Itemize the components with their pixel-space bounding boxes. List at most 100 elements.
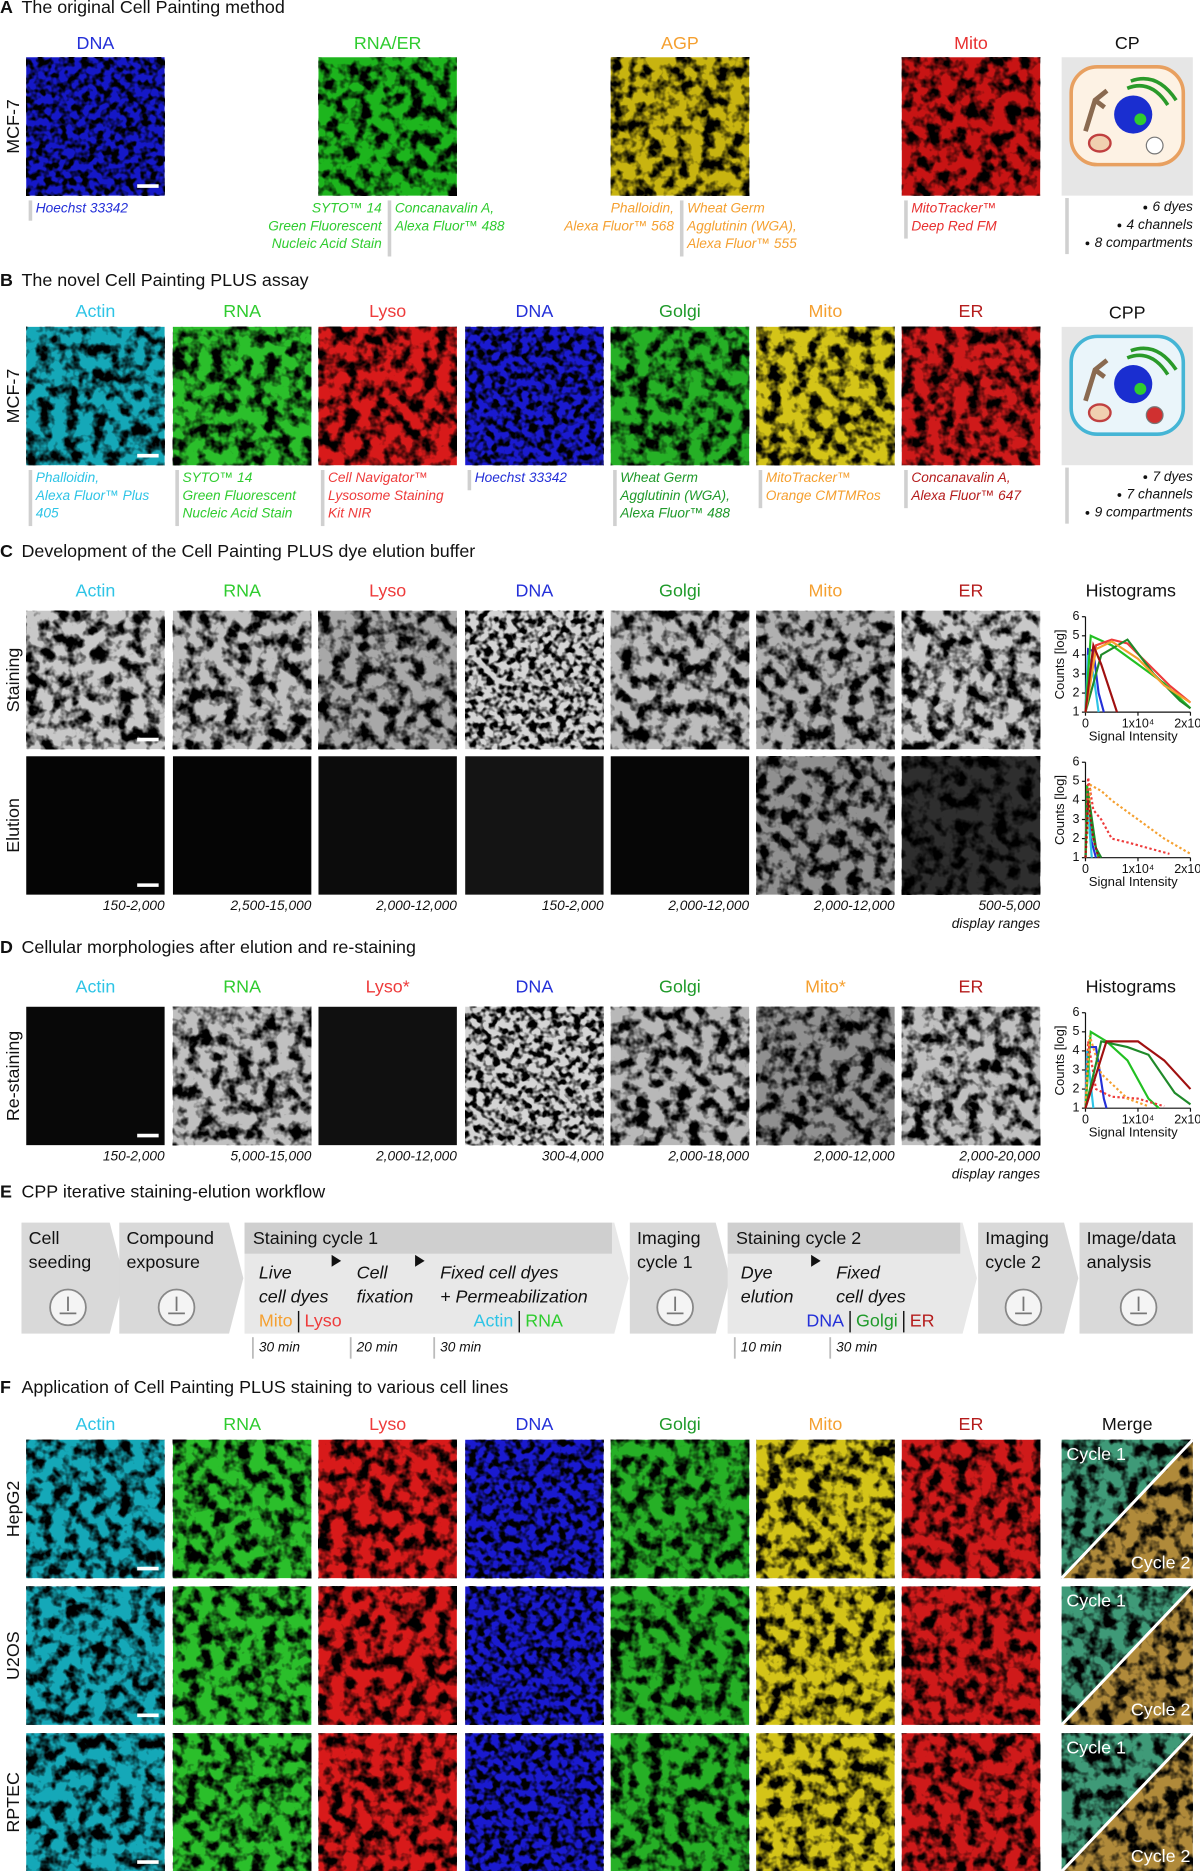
micrograph	[610, 756, 750, 895]
x-tick-label: 1x10⁴	[1122, 716, 1155, 730]
workflow-step	[119, 1222, 244, 1334]
channel-header: Actin	[76, 580, 116, 600]
micrograph-texture	[901, 756, 1041, 895]
caption-bar	[387, 200, 392, 257]
summary-bullet: 4 channels	[1127, 217, 1193, 232]
substep-label: Dye	[741, 1263, 773, 1283]
y-tick-label: 3	[1073, 812, 1080, 826]
step-label: cycle 2	[985, 1252, 1041, 1272]
step-label: analysis	[1087, 1252, 1152, 1272]
micrograph-texture	[901, 1733, 1041, 1871]
x-tick-label: 2x10⁴	[1174, 862, 1200, 876]
micrograph-texture	[756, 326, 895, 466]
dye-label: Alexa Fluor™ 568	[563, 218, 674, 233]
display-range: 150-2,000	[103, 1149, 165, 1164]
dye-label: Agglutinin (WGA),	[686, 218, 797, 233]
display-range: 300-4,000	[542, 1149, 604, 1164]
substep-label: elution	[741, 1287, 794, 1307]
histogram-line	[1084, 638, 1192, 713]
y-tick-label: 2	[1073, 685, 1080, 699]
dye-label: Concanavalin A,	[395, 200, 494, 215]
micrograph-texture	[318, 610, 457, 750]
x-axis-label: Signal Intensity	[1089, 729, 1178, 744]
y-tick-label: 4	[1073, 793, 1080, 807]
micrograph	[26, 1006, 165, 1146]
micrograph-texture	[610, 1586, 750, 1725]
summary-title: CP	[1115, 33, 1140, 53]
micrograph-texture	[610, 610, 750, 750]
display-range: 2,000-12,000	[813, 1149, 895, 1164]
substep-label: Fixed	[836, 1263, 881, 1283]
bullet	[1117, 493, 1122, 497]
dye-name: Mito	[259, 1310, 293, 1330]
dye-label: Green Fluorescent	[183, 488, 298, 503]
channel-header: DNA	[516, 1414, 554, 1434]
dye-label: Alexa Fluor™ 555	[686, 236, 797, 251]
dye-label: Kit NIR	[328, 506, 372, 521]
dye-name: ER	[910, 1310, 935, 1330]
mito	[1087, 403, 1112, 423]
caption-bar	[904, 200, 908, 239]
micrograph-texture	[901, 1439, 1041, 1579]
dye-name: RNA	[525, 1310, 563, 1330]
dye-label: Lysosome Staining	[328, 488, 444, 503]
merge-divider	[1060, 1585, 1194, 1726]
micrograph-texture	[318, 1733, 457, 1871]
row-label: Staining	[3, 648, 23, 713]
histogram-line	[1084, 1040, 1192, 1109]
step-title: Staining cycle 1	[253, 1228, 378, 1248]
y-tick-label: 6	[1073, 609, 1080, 623]
lyso	[1145, 406, 1164, 425]
y-tick-label: 3	[1073, 1062, 1080, 1076]
caption-bar	[904, 469, 908, 509]
micrograph-texture	[465, 1006, 604, 1146]
histogram-line	[1084, 1035, 1149, 1109]
micrograph-texture	[610, 1006, 750, 1146]
caption-bar	[320, 469, 325, 527]
micrograph-texture	[610, 57, 750, 196]
time-label: 30 min	[259, 1340, 300, 1355]
display-range-label: display ranges	[952, 916, 1041, 931]
step-label: seeding	[29, 1252, 92, 1272]
display-range: 150-2,000	[103, 898, 165, 913]
y-tick-label: 1	[1073, 1100, 1080, 1114]
display-range: 2,000-12,000	[667, 898, 749, 913]
merge-label: Cycle 1	[1066, 1737, 1126, 1757]
histogram-line	[1084, 1041, 1165, 1109]
channel-header: RNA	[223, 976, 261, 996]
time-label: 30 min	[836, 1340, 877, 1355]
channel-header: Golgi	[659, 301, 701, 321]
micrograph-texture	[465, 1586, 604, 1725]
channel-header: ER	[959, 1414, 984, 1434]
micrograph-texture	[756, 610, 895, 750]
merge-label: Cycle 2	[1131, 1553, 1191, 1573]
substep-arrow	[331, 1254, 342, 1267]
x-tick-label: 0	[1082, 1112, 1089, 1126]
panel-title: Application of Cell Painting PLUS staini…	[21, 1377, 508, 1397]
er	[1126, 346, 1178, 376]
dye-label: MitoTracker™	[911, 200, 996, 215]
micrograph-texture	[610, 326, 750, 466]
summary-bullet: 9 compartments	[1095, 505, 1193, 520]
micrograph-texture	[610, 1733, 750, 1871]
micrograph-texture	[901, 57, 1041, 196]
histogram-line	[1084, 777, 1170, 858]
display-range: 2,000-12,000	[375, 1149, 457, 1164]
display-range: 2,000-12,000	[375, 898, 457, 913]
nucleolus	[1134, 113, 1147, 126]
caption-bar	[467, 469, 472, 491]
micrograph-texture	[756, 1586, 895, 1725]
histogram-title: Histograms	[1086, 580, 1176, 600]
summary-bullet: 6 dyes	[1152, 199, 1193, 214]
micrograph-texture	[465, 610, 604, 750]
y-tick-label: 2	[1073, 831, 1080, 845]
dye-label: Phalloidin,	[611, 200, 674, 215]
substep-label: + Permeabilization	[440, 1287, 588, 1307]
y-tick-label: 6	[1073, 755, 1080, 769]
y-tick-label: 3	[1073, 666, 1080, 680]
step-label: Compound	[126, 1228, 213, 1248]
micrograph-texture	[318, 326, 457, 466]
workflow-step	[1079, 1222, 1193, 1334]
row-label: MCF-7	[3, 99, 23, 154]
